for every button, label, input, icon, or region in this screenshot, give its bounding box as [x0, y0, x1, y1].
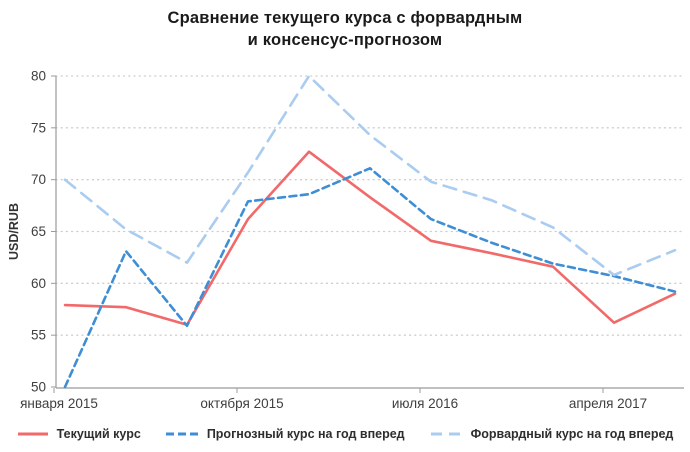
x-tick-label: апреля 2017 — [569, 396, 647, 411]
legend: Текущий курс Прогнозный курс на год впер… — [0, 427, 690, 441]
current-line-swatch — [17, 432, 48, 436]
legend-label-forward: Форвардный курс на год вперед — [470, 427, 674, 441]
legend-item-forward: Форвардный курс на год вперед — [429, 427, 674, 441]
y-tick-label: 80 — [31, 69, 46, 84]
x-tick-label: июля 2016 — [392, 396, 458, 411]
y-tick-label: 65 — [31, 224, 46, 239]
x-tick-label: января 2015 — [20, 396, 98, 411]
y-tick-label: 50 — [31, 380, 46, 395]
chart-title-line2: и консенсус-прогнозом — [247, 31, 443, 49]
legend-label-current: Текущий курс — [56, 427, 141, 441]
y-tick-label: 60 — [31, 276, 46, 291]
legend-label-forecast: Прогнозный курс на год вперед — [206, 427, 405, 441]
series-line-1 — [63, 167, 677, 389]
series-line-0 — [63, 150, 677, 327]
forecast-line-swatch — [165, 432, 198, 436]
y-tick-label: 75 — [31, 120, 46, 135]
y-axis-title: USD/RUB — [7, 203, 21, 260]
chart-title: Сравнение текущего курса с форвардным и … — [0, 7, 690, 51]
x-tick-label: октября 2015 — [200, 396, 283, 411]
series-line-2 — [63, 74, 677, 277]
chart-title-line1: Сравнение текущего курса с форвардным — [167, 9, 523, 27]
y-tick-label: 55 — [31, 328, 46, 343]
legend-item-current: Текущий курс — [17, 427, 141, 441]
legend-item-forecast: Прогнозный курс на год вперед — [165, 427, 405, 441]
forward-line-swatch — [430, 432, 462, 436]
y-tick-label: 70 — [31, 172, 46, 187]
